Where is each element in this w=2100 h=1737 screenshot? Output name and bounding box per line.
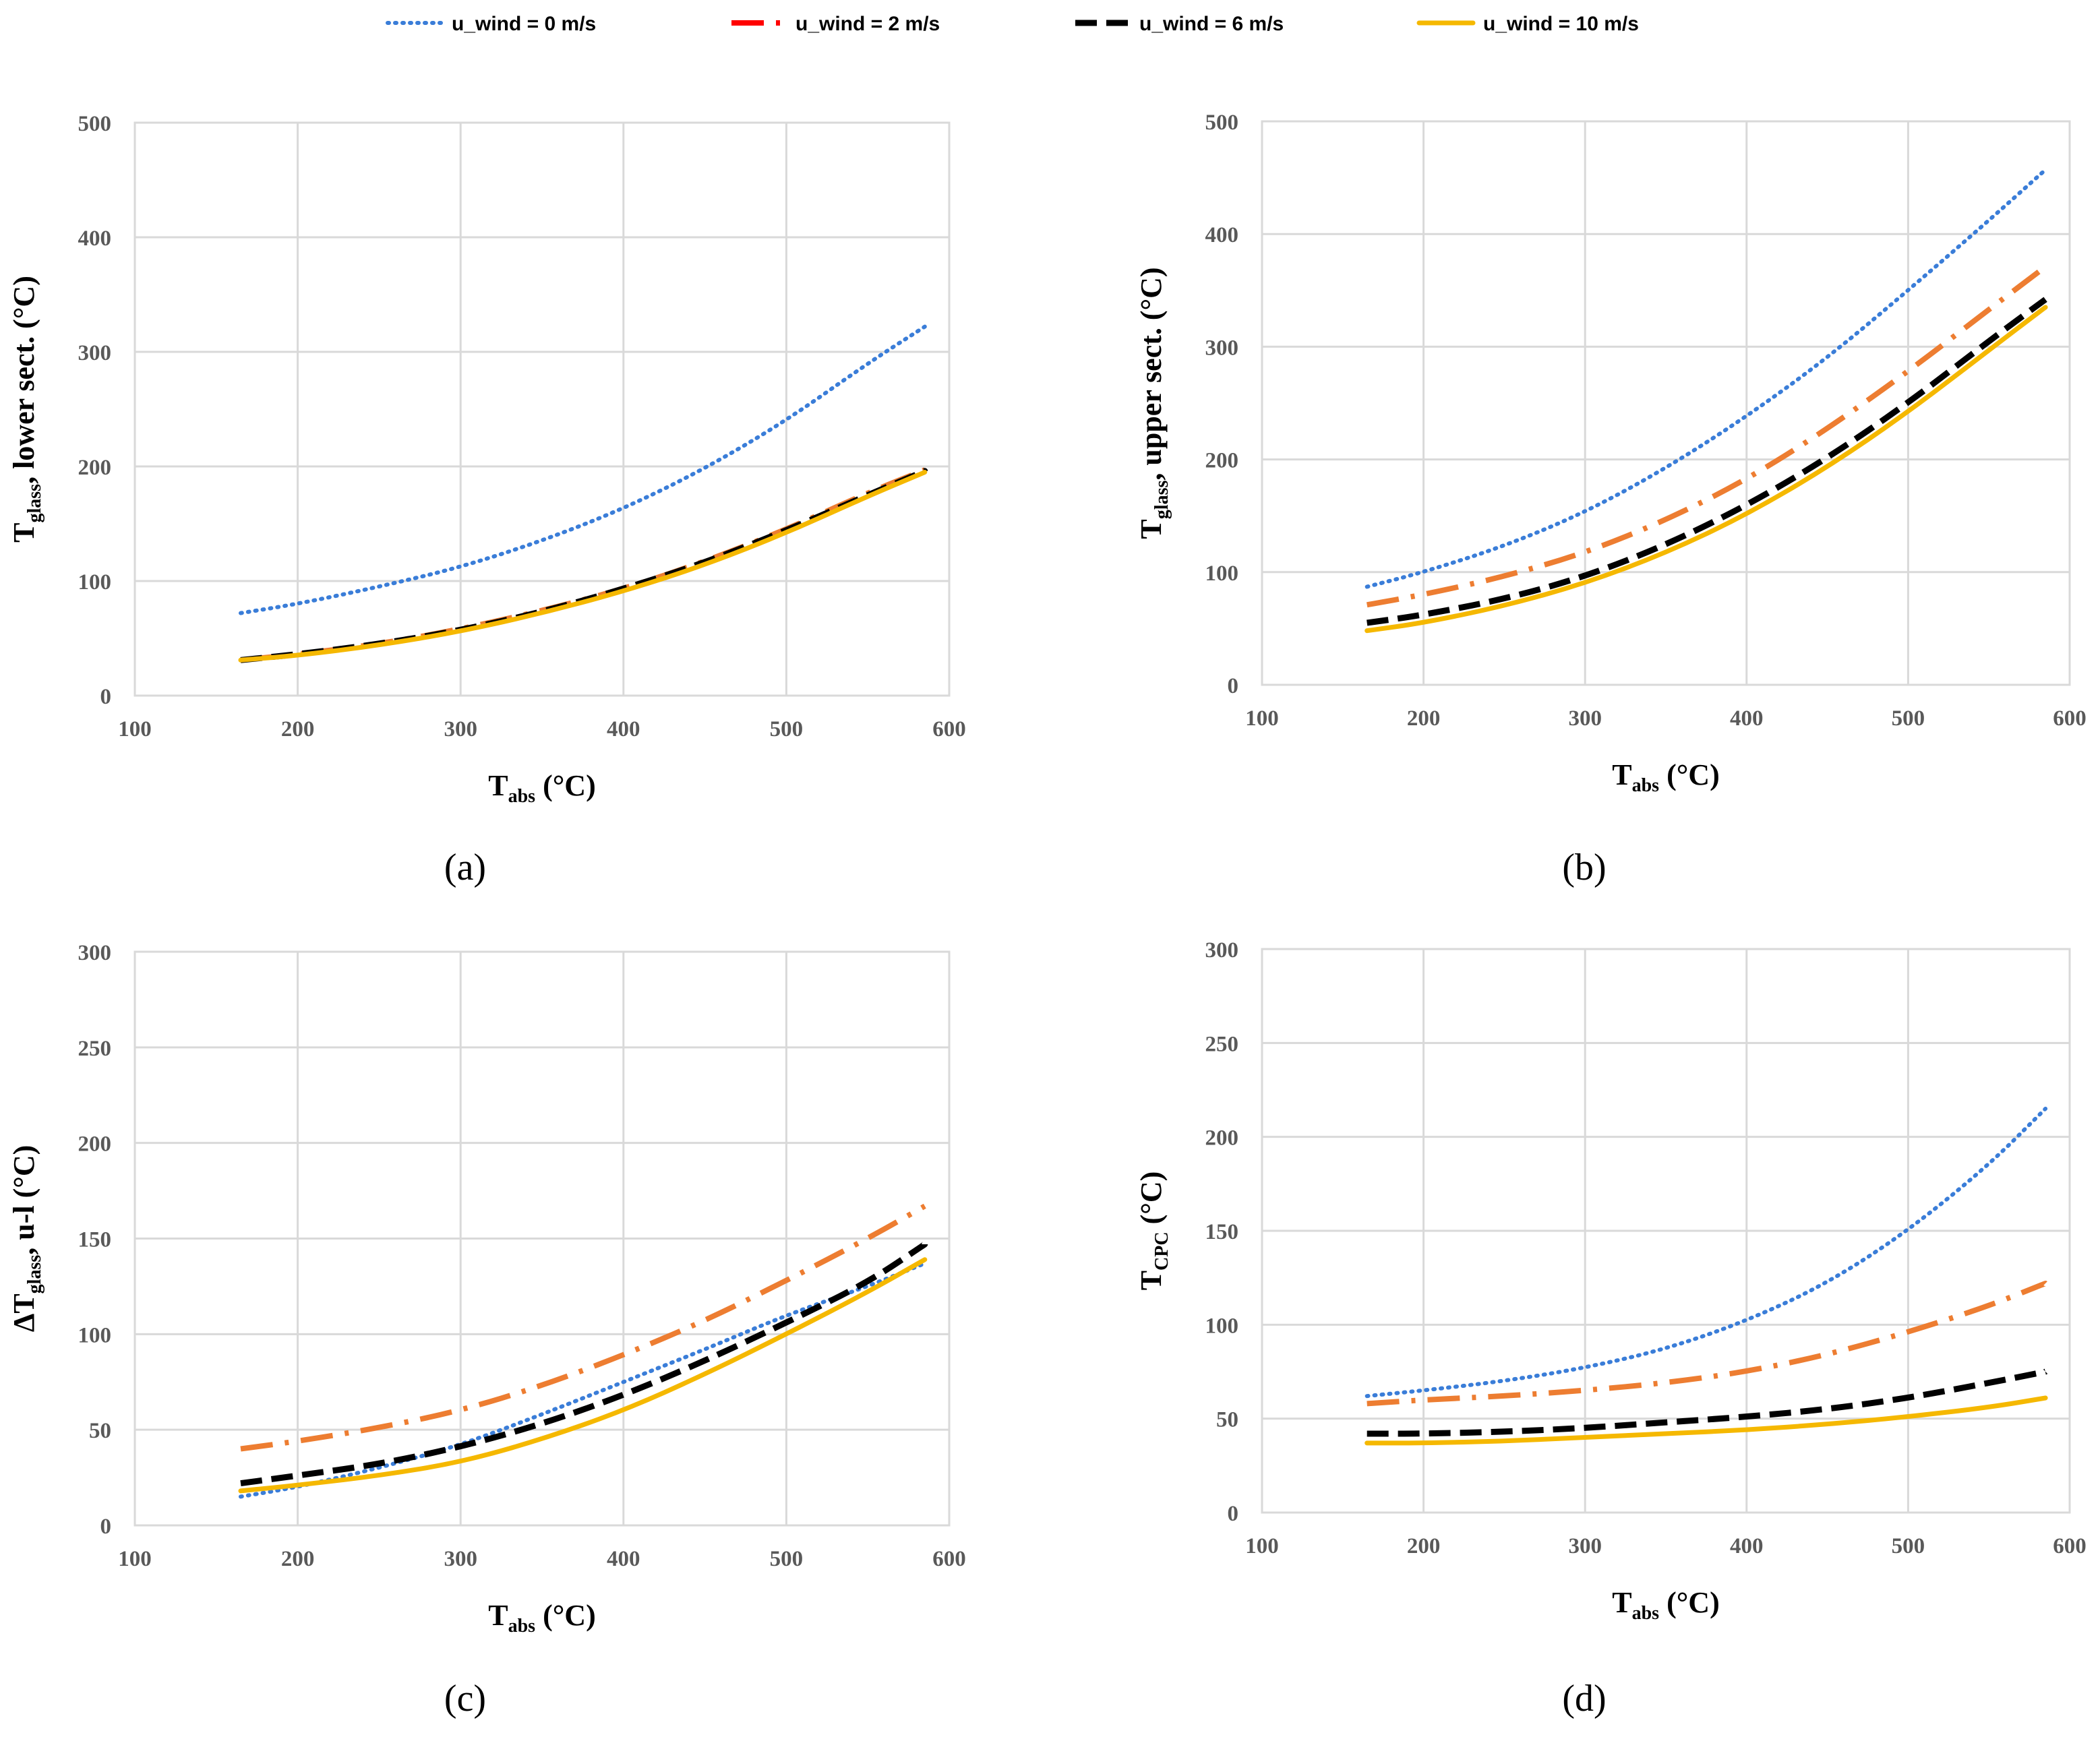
series-line (1367, 1368, 2048, 1437)
y-tick-label: 500 (1205, 111, 1239, 135)
series-line (240, 467, 926, 663)
y-tick-label: 0 (100, 1515, 112, 1539)
y-axis-label: Tglass, lower sect. (°C) (7, 276, 45, 543)
y-tick-label: 50 (1216, 1408, 1238, 1432)
x-tick-label: 400 (607, 717, 640, 741)
panel-label: (a) (444, 847, 486, 888)
x-tick-label: 100 (1245, 1534, 1279, 1558)
panel-label: (d) (1562, 1678, 1606, 1719)
x-tick-label: 100 (1245, 706, 1279, 731)
x-tick-label: 500 (1892, 1534, 1925, 1558)
y-tick-label: 0 (1228, 674, 1239, 698)
x-tick-label: 300 (1568, 1534, 1602, 1558)
x-tick-label: 600 (932, 1547, 966, 1571)
x-tick-label: 200 (1407, 706, 1441, 731)
y-tick-label: 100 (78, 570, 112, 595)
legend-item: u_wind = 0 m/s (386, 13, 596, 35)
y-tick-label: 300 (78, 941, 112, 965)
x-tick-label: 200 (281, 1547, 315, 1571)
legend: u_wind = 0 m/s u_wind = 2 m/s u_wind = 6 m… (386, 13, 1639, 35)
x-axis-label: Tabs (°C) (488, 769, 596, 807)
series-line (240, 1203, 926, 1452)
y-axis-label: ΔTglass, u-l (°C) (7, 1145, 45, 1333)
series-line (240, 468, 928, 663)
x-tick-label: 200 (281, 717, 315, 741)
y-tick-label: 200 (78, 456, 112, 480)
x-tick-label: 600 (2053, 706, 2087, 731)
series-line (238, 470, 928, 663)
series-line (1364, 305, 2048, 634)
x-tick-label: 600 (932, 717, 966, 741)
y-tick-label: 400 (1205, 223, 1239, 247)
x-tick-label: 500 (770, 717, 804, 741)
legend-label: u_wind = 10 m/s (1483, 13, 1639, 35)
series-line (1364, 167, 2048, 589)
x-tick-label: 200 (1407, 1534, 1441, 1558)
x-tick-label: 400 (607, 1547, 640, 1571)
x-tick-label: 500 (770, 1547, 804, 1571)
x-tick-label: 300 (444, 1547, 477, 1571)
chart-panel: 100 200 300 400 500 600 0 50 100 150 200 250 300 Tabs… (7, 941, 966, 1719)
y-tick-label: 500 (78, 112, 112, 136)
legend-item: u_wind = 10 m/s (1416, 13, 1639, 35)
legend-label: u_wind = 0 m/s (452, 13, 596, 35)
legend-label: u_wind = 2 m/s (796, 13, 940, 35)
panel-label: (b) (1562, 847, 1606, 888)
y-tick-label: 0 (1228, 1502, 1239, 1526)
y-tick-label: 100 (78, 1323, 112, 1347)
chart-panel: 100 200 300 400 500 600 0 50 100 150 200 250 300 Tabs… (1135, 938, 2087, 1719)
y-tick-label: 0 (100, 685, 112, 709)
x-tick-label: 400 (1730, 706, 1764, 731)
series-line (1367, 296, 2047, 626)
x-tick-label: 300 (1568, 706, 1602, 731)
series-line (240, 1241, 928, 1487)
plot-frame (1261, 948, 2071, 1514)
series-line (1364, 1395, 2048, 1446)
series-line (238, 1257, 928, 1494)
plot-frame (133, 121, 951, 697)
legend-label: u_wind = 6 m/s (1139, 13, 1284, 35)
panel-label: (c) (444, 1678, 486, 1719)
y-tick-label: 300 (78, 341, 112, 365)
y-tick-label: 300 (1205, 938, 1239, 963)
x-axis-label: Tabs (°C) (1612, 758, 1720, 796)
x-axis-label: Tabs (°C) (488, 1599, 596, 1637)
y-tick-label: 400 (78, 226, 112, 251)
series-line (239, 324, 927, 615)
series-line (1366, 264, 2047, 608)
series-line (1367, 1280, 2049, 1407)
y-tick-label: 100 (1205, 561, 1239, 586)
y-tick-label: 150 (78, 1228, 112, 1252)
y-axis-label: TCPC (°C) (1135, 1171, 1172, 1291)
x-axis-label: Tabs (°C) (1612, 1586, 1720, 1624)
y-axis-label: Tglass, upper sect. (°C) (1135, 267, 1172, 539)
legend-item: u_wind = 6 m/s (1075, 13, 1284, 35)
x-tick-label: 600 (2053, 1534, 2087, 1558)
plot-frame (1261, 120, 2071, 686)
y-tick-label: 200 (1205, 449, 1239, 473)
y-tick-label: 200 (78, 1132, 112, 1157)
y-tick-label: 250 (78, 1037, 112, 1061)
plot-frame (133, 950, 951, 1527)
y-tick-label: 50 (89, 1419, 111, 1443)
x-tick-label: 500 (1892, 706, 1925, 731)
y-tick-label: 200 (1205, 1126, 1239, 1151)
x-tick-label: 400 (1730, 1534, 1764, 1558)
y-tick-label: 300 (1205, 336, 1239, 360)
y-tick-label: 100 (1205, 1314, 1239, 1338)
x-tick-label: 100 (118, 717, 152, 741)
series-line (1364, 1106, 2048, 1399)
y-tick-label: 150 (1205, 1220, 1239, 1244)
x-tick-label: 300 (444, 717, 477, 741)
y-tick-label: 250 (1205, 1032, 1239, 1056)
legend-item: u_wind = 2 m/s (731, 13, 940, 35)
series-line (239, 1261, 927, 1499)
x-tick-label: 100 (118, 1547, 152, 1571)
